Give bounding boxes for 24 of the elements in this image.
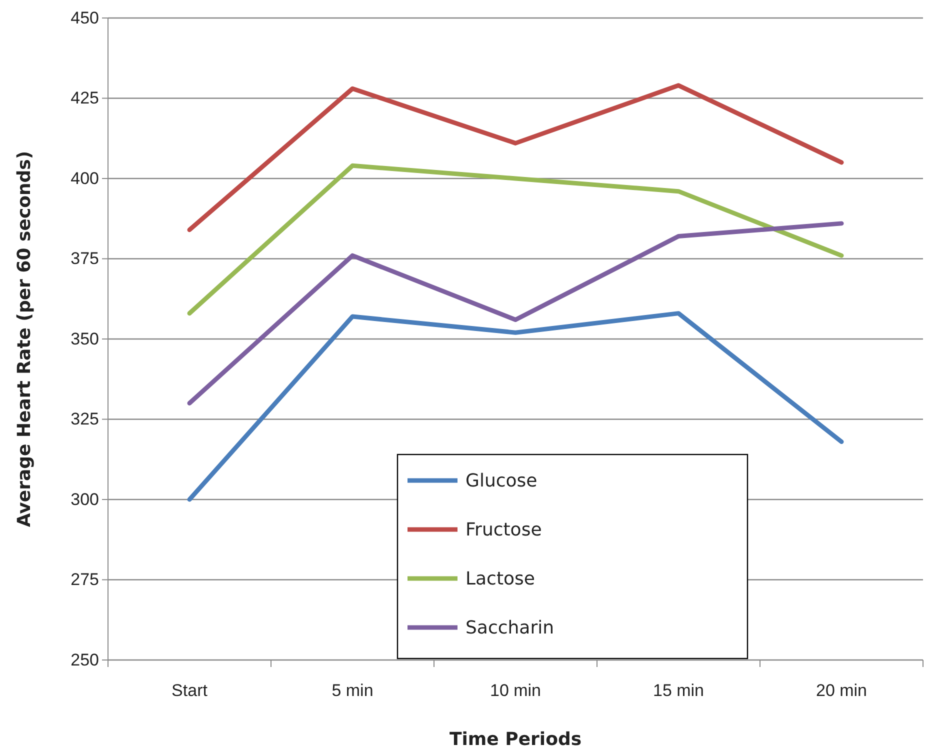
y-tick-label: 425 [70, 88, 99, 108]
legend-label: Glucose [466, 470, 538, 492]
legend-label: Lactose [466, 568, 535, 590]
y-tick-label: 300 [70, 490, 99, 509]
y-tick-label: 350 [70, 329, 99, 348]
x-tick-label: 20 min [816, 681, 868, 700]
x-tick-label: 10 min [490, 681, 542, 700]
x-tick-label: 15 min [652, 681, 704, 700]
line-series [187, 163, 844, 316]
line-series [187, 311, 844, 502]
y-tick-label: 275 [70, 570, 99, 590]
line-series [187, 83, 844, 232]
y-tick-label: 250 [70, 650, 99, 670]
legend-label: Fructose [466, 520, 542, 540]
legend-label: Saccharin [466, 618, 554, 638]
y-axis-title: Average Heart Rate (per 60 seconds) [14, 150, 35, 528]
y-tick-label: 325 [70, 410, 99, 429]
x-axis-title: Time Periods [449, 729, 582, 748]
y-tick-label: 375 [70, 249, 99, 268]
x-tick-label: Start [172, 681, 208, 700]
x-tick-label: 5 min [332, 681, 374, 700]
y-tick-label: 450 [70, 8, 99, 28]
y-tick-label: 400 [70, 168, 99, 188]
line-series [187, 221, 844, 406]
